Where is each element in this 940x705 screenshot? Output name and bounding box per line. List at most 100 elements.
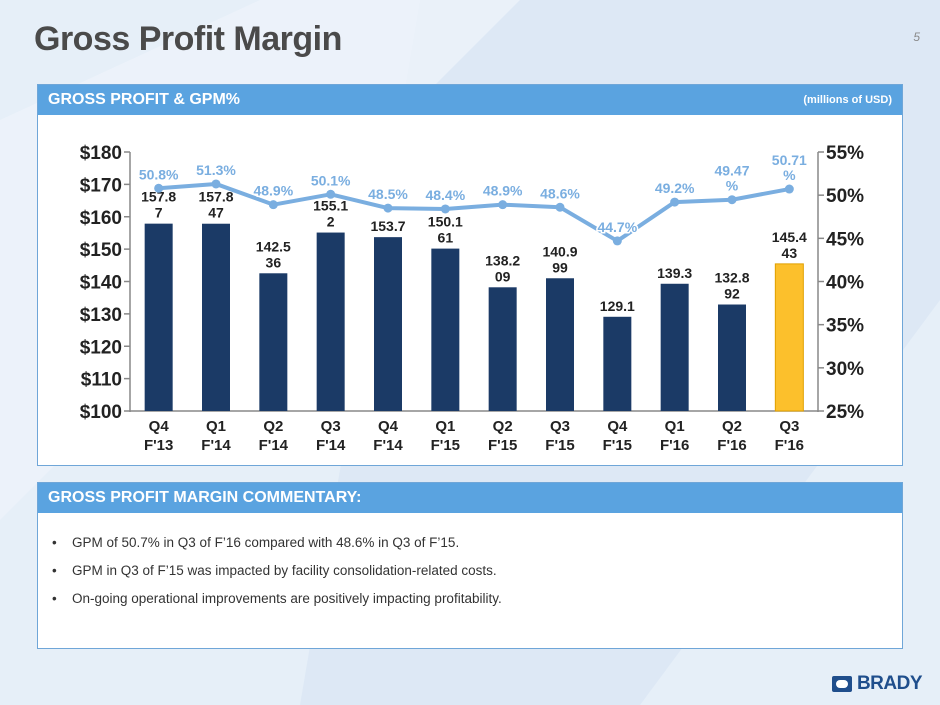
gpm-point — [268, 200, 278, 210]
category-label: F'15 — [488, 437, 517, 454]
category-label: Q2 — [722, 418, 742, 435]
gpm-point — [440, 204, 450, 214]
bar-value-label: 142.5 — [256, 238, 291, 254]
category-label: F'16 — [775, 437, 804, 454]
bar-value-label: 36 — [266, 254, 282, 270]
category-label: Q1 — [206, 418, 226, 435]
units-label: (millions of USD) — [803, 94, 892, 106]
category-label: Q1 — [665, 418, 685, 435]
bar-value-label: 99 — [552, 259, 568, 275]
bar-value-label: 155.1 — [313, 198, 348, 214]
right-tick-label: 25% — [826, 402, 864, 423]
brady-logo-text: BRADY — [856, 673, 923, 694]
bar — [660, 283, 689, 411]
gpm-line — [158, 181, 790, 243]
right-tick-label: 30% — [826, 359, 864, 380]
commentary-item: • On-going operational improvements are … — [52, 591, 902, 606]
bar-value-label: 140.9 — [542, 243, 577, 259]
left-tick-label: $150 — [80, 240, 122, 261]
gpm-value-label: 49.47 — [714, 163, 749, 179]
category-label: F'15 — [545, 437, 574, 454]
right-tick-label: 40% — [826, 273, 864, 294]
left-tick-label: $140 — [80, 273, 122, 294]
category-label: Q3 — [550, 418, 570, 435]
gpm-point — [612, 236, 622, 246]
brady-logo: BRADY — [831, 673, 923, 695]
bar — [144, 223, 173, 411]
gpm-point — [383, 203, 393, 213]
category-label: F'16 — [660, 437, 689, 454]
category-label: Q2 — [263, 418, 283, 435]
gpm-value-label: 48.9% — [253, 183, 293, 199]
commentary-text: On-going operational improvements are po… — [72, 591, 502, 606]
left-tick-label: $110 — [81, 370, 122, 391]
commentary-item: • GPM of 50.7% in Q3 of F’16 compared wi… — [52, 535, 902, 550]
bar-value-label: 138.2 — [485, 252, 520, 268]
category-label: Q2 — [493, 418, 513, 435]
page-number: 5 — [913, 30, 920, 44]
gpm-value-label: 48.4% — [425, 187, 465, 203]
gpm-value-label: 50.71 — [772, 152, 807, 168]
bar-value-label: 153.7 — [370, 218, 405, 234]
gpm-value-label: % — [783, 167, 796, 183]
bar — [718, 304, 746, 411]
bar-value-label: 92 — [724, 286, 740, 302]
left-tick-label: $180 — [80, 143, 122, 164]
bar-value-label: 129.1 — [600, 298, 635, 314]
bar-value-label: 47 — [208, 205, 224, 221]
category-label: Q3 — [321, 418, 341, 435]
commentary-panel-header: GROSS PROFIT MARGIN COMMENTARY: — [38, 483, 902, 513]
bar — [546, 278, 574, 411]
gpm-point — [211, 179, 221, 189]
commentary-title: GROSS PROFIT MARGIN COMMENTARY: — [48, 489, 362, 506]
chart-panel-header: GROSS PROFIT & GPM% (millions of USD) — [38, 85, 902, 115]
bullet-icon: • — [52, 535, 57, 550]
bullet-icon: • — [52, 591, 57, 606]
gpm-value-label: 50.1% — [311, 172, 351, 188]
right-tick-label: 50% — [826, 186, 864, 207]
category-label: F'14 — [373, 437, 403, 454]
bar-value-label: 157.8 — [198, 189, 233, 205]
category-label: Q1 — [435, 418, 455, 435]
gpm-point — [670, 197, 680, 207]
bar-value-label: 145.4 — [772, 229, 807, 245]
right-tick-label: 45% — [826, 229, 864, 250]
gpm-point — [326, 189, 336, 199]
bullet-icon: • — [52, 563, 57, 578]
gpm-value-label: 50.8% — [139, 166, 179, 182]
gpm-point — [784, 184, 794, 194]
bar — [316, 232, 345, 411]
category-label: F'14 — [316, 437, 346, 454]
gpm-point — [498, 200, 508, 210]
category-label: Q4 — [607, 418, 628, 435]
gpm-value-label: % — [726, 178, 739, 194]
category-label: Q4 — [378, 418, 399, 435]
gpm-point — [154, 183, 164, 193]
bar-value-label: 139.3 — [657, 265, 692, 281]
gpm-value-label: 48.5% — [368, 186, 408, 202]
category-label: F'16 — [717, 437, 746, 454]
bar-value-label: 09 — [495, 268, 511, 284]
gpm-value-label: 49.2% — [655, 180, 695, 196]
bar — [374, 237, 402, 411]
chart-panel: GROSS PROFIT & GPM% (millions of USD) $1… — [37, 84, 903, 466]
bar — [774, 263, 804, 412]
bar-value-label: 150.1 — [428, 214, 463, 230]
gpm-point — [727, 195, 737, 205]
category-label: F'14 — [259, 437, 289, 454]
category-label: F'14 — [201, 437, 231, 454]
category-label: F'15 — [431, 437, 460, 454]
brady-logo-icon — [831, 676, 852, 692]
category-label: F'15 — [603, 437, 632, 454]
gpm-value-label: 48.6% — [540, 185, 580, 201]
bar — [431, 248, 460, 411]
left-tick-label: $130 — [80, 305, 122, 326]
gpm-point — [555, 202, 565, 212]
bar — [603, 316, 632, 411]
category-label: Q4 — [149, 418, 170, 435]
gpm-value-label: 51.3% — [196, 162, 236, 178]
left-tick-label: $100 — [80, 402, 122, 423]
commentary-list: • GPM of 50.7% in Q3 of F’16 compared wi… — [38, 513, 902, 606]
commentary-item: • GPM in Q3 of F’15 was impacted by faci… — [52, 563, 902, 578]
bar-value-label: 157.8 — [141, 189, 176, 205]
